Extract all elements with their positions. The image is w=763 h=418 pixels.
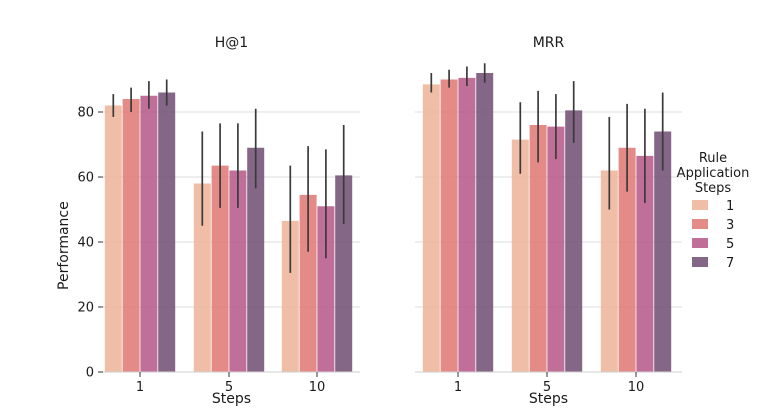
legend-swatch-7 <box>692 257 708 267</box>
legend-label-7: 7 <box>726 256 734 271</box>
bar-mrr-step5-rule5 <box>547 126 565 372</box>
y-tick-label-20: 20 <box>77 301 94 316</box>
panel-title-h1: H@1 <box>215 35 248 51</box>
legend-title-line-2: Application <box>677 166 750 181</box>
bar-mrr-step5-rule7 <box>565 110 583 372</box>
bar-mrr-step5-rule3 <box>529 125 547 372</box>
legend-swatch-1 <box>692 200 708 210</box>
bar-h1-step1-rule1 <box>104 105 122 372</box>
bar-mrr-step10-rule1 <box>600 170 618 372</box>
bar-h1-step10-rule3 <box>299 194 317 372</box>
bar-h1-step1-rule3 <box>122 99 140 372</box>
bar-h1-step5-rule1 <box>193 183 211 372</box>
x-tick-label-h1-10: 10 <box>309 380 326 395</box>
x-axis-label-mrr: Steps <box>529 391 568 407</box>
bar-mrr-step1-rule7 <box>476 73 494 372</box>
bar-h1-step10-rule5 <box>317 206 335 372</box>
y-tick-label-80: 80 <box>77 106 94 121</box>
bar-h1-step10-rule7 <box>335 175 353 372</box>
x-tick-label-mrr-1: 1 <box>454 380 462 395</box>
bar-mrr-step1-rule3 <box>440 79 458 372</box>
y-tick-label-40: 40 <box>77 236 94 251</box>
panel-title-mrr: MRR <box>533 35 565 51</box>
bar-mrr-step5-rule1 <box>511 139 529 372</box>
x-axis-label-h1: Steps <box>212 391 251 407</box>
legend-title-line-3: Steps <box>695 181 732 196</box>
x-tick-label-mrr-10: 10 <box>628 380 645 395</box>
legend-title-line-1: Rule <box>699 151 727 166</box>
x-tick-label-h1-5: 5 <box>225 380 233 395</box>
y-tick-label-0: 0 <box>86 366 94 381</box>
bar-h1-step5-rule3 <box>211 165 229 372</box>
bar-h1-step5-rule7 <box>247 147 265 372</box>
bar-mrr-step10-rule5 <box>636 155 654 372</box>
bar-h1-step1-rule7 <box>158 92 176 372</box>
y-tick-label-60: 60 <box>77 171 94 186</box>
bar-mrr-step10-rule7 <box>654 131 672 372</box>
bar-mrr-step1-rule5 <box>458 77 476 372</box>
y-axis-label: Performance <box>56 201 72 290</box>
x-tick-label-h1-1: 1 <box>136 380 144 395</box>
bar-mrr-step10-rule3 <box>618 147 636 372</box>
x-tick-label-mrr-5: 5 <box>543 380 551 395</box>
legend-label-1: 1 <box>726 199 734 214</box>
bar-mrr-step1-rule1 <box>422 84 440 372</box>
legend-swatch-5 <box>692 238 708 248</box>
bar-h1-step1-rule5 <box>140 95 158 372</box>
legend-label-5: 5 <box>726 237 734 252</box>
legend-swatch-3 <box>692 219 708 229</box>
legend-label-3: 3 <box>726 218 734 233</box>
bar-h1-step10-rule1 <box>281 220 299 372</box>
bar-h1-step5-rule5 <box>229 170 247 372</box>
